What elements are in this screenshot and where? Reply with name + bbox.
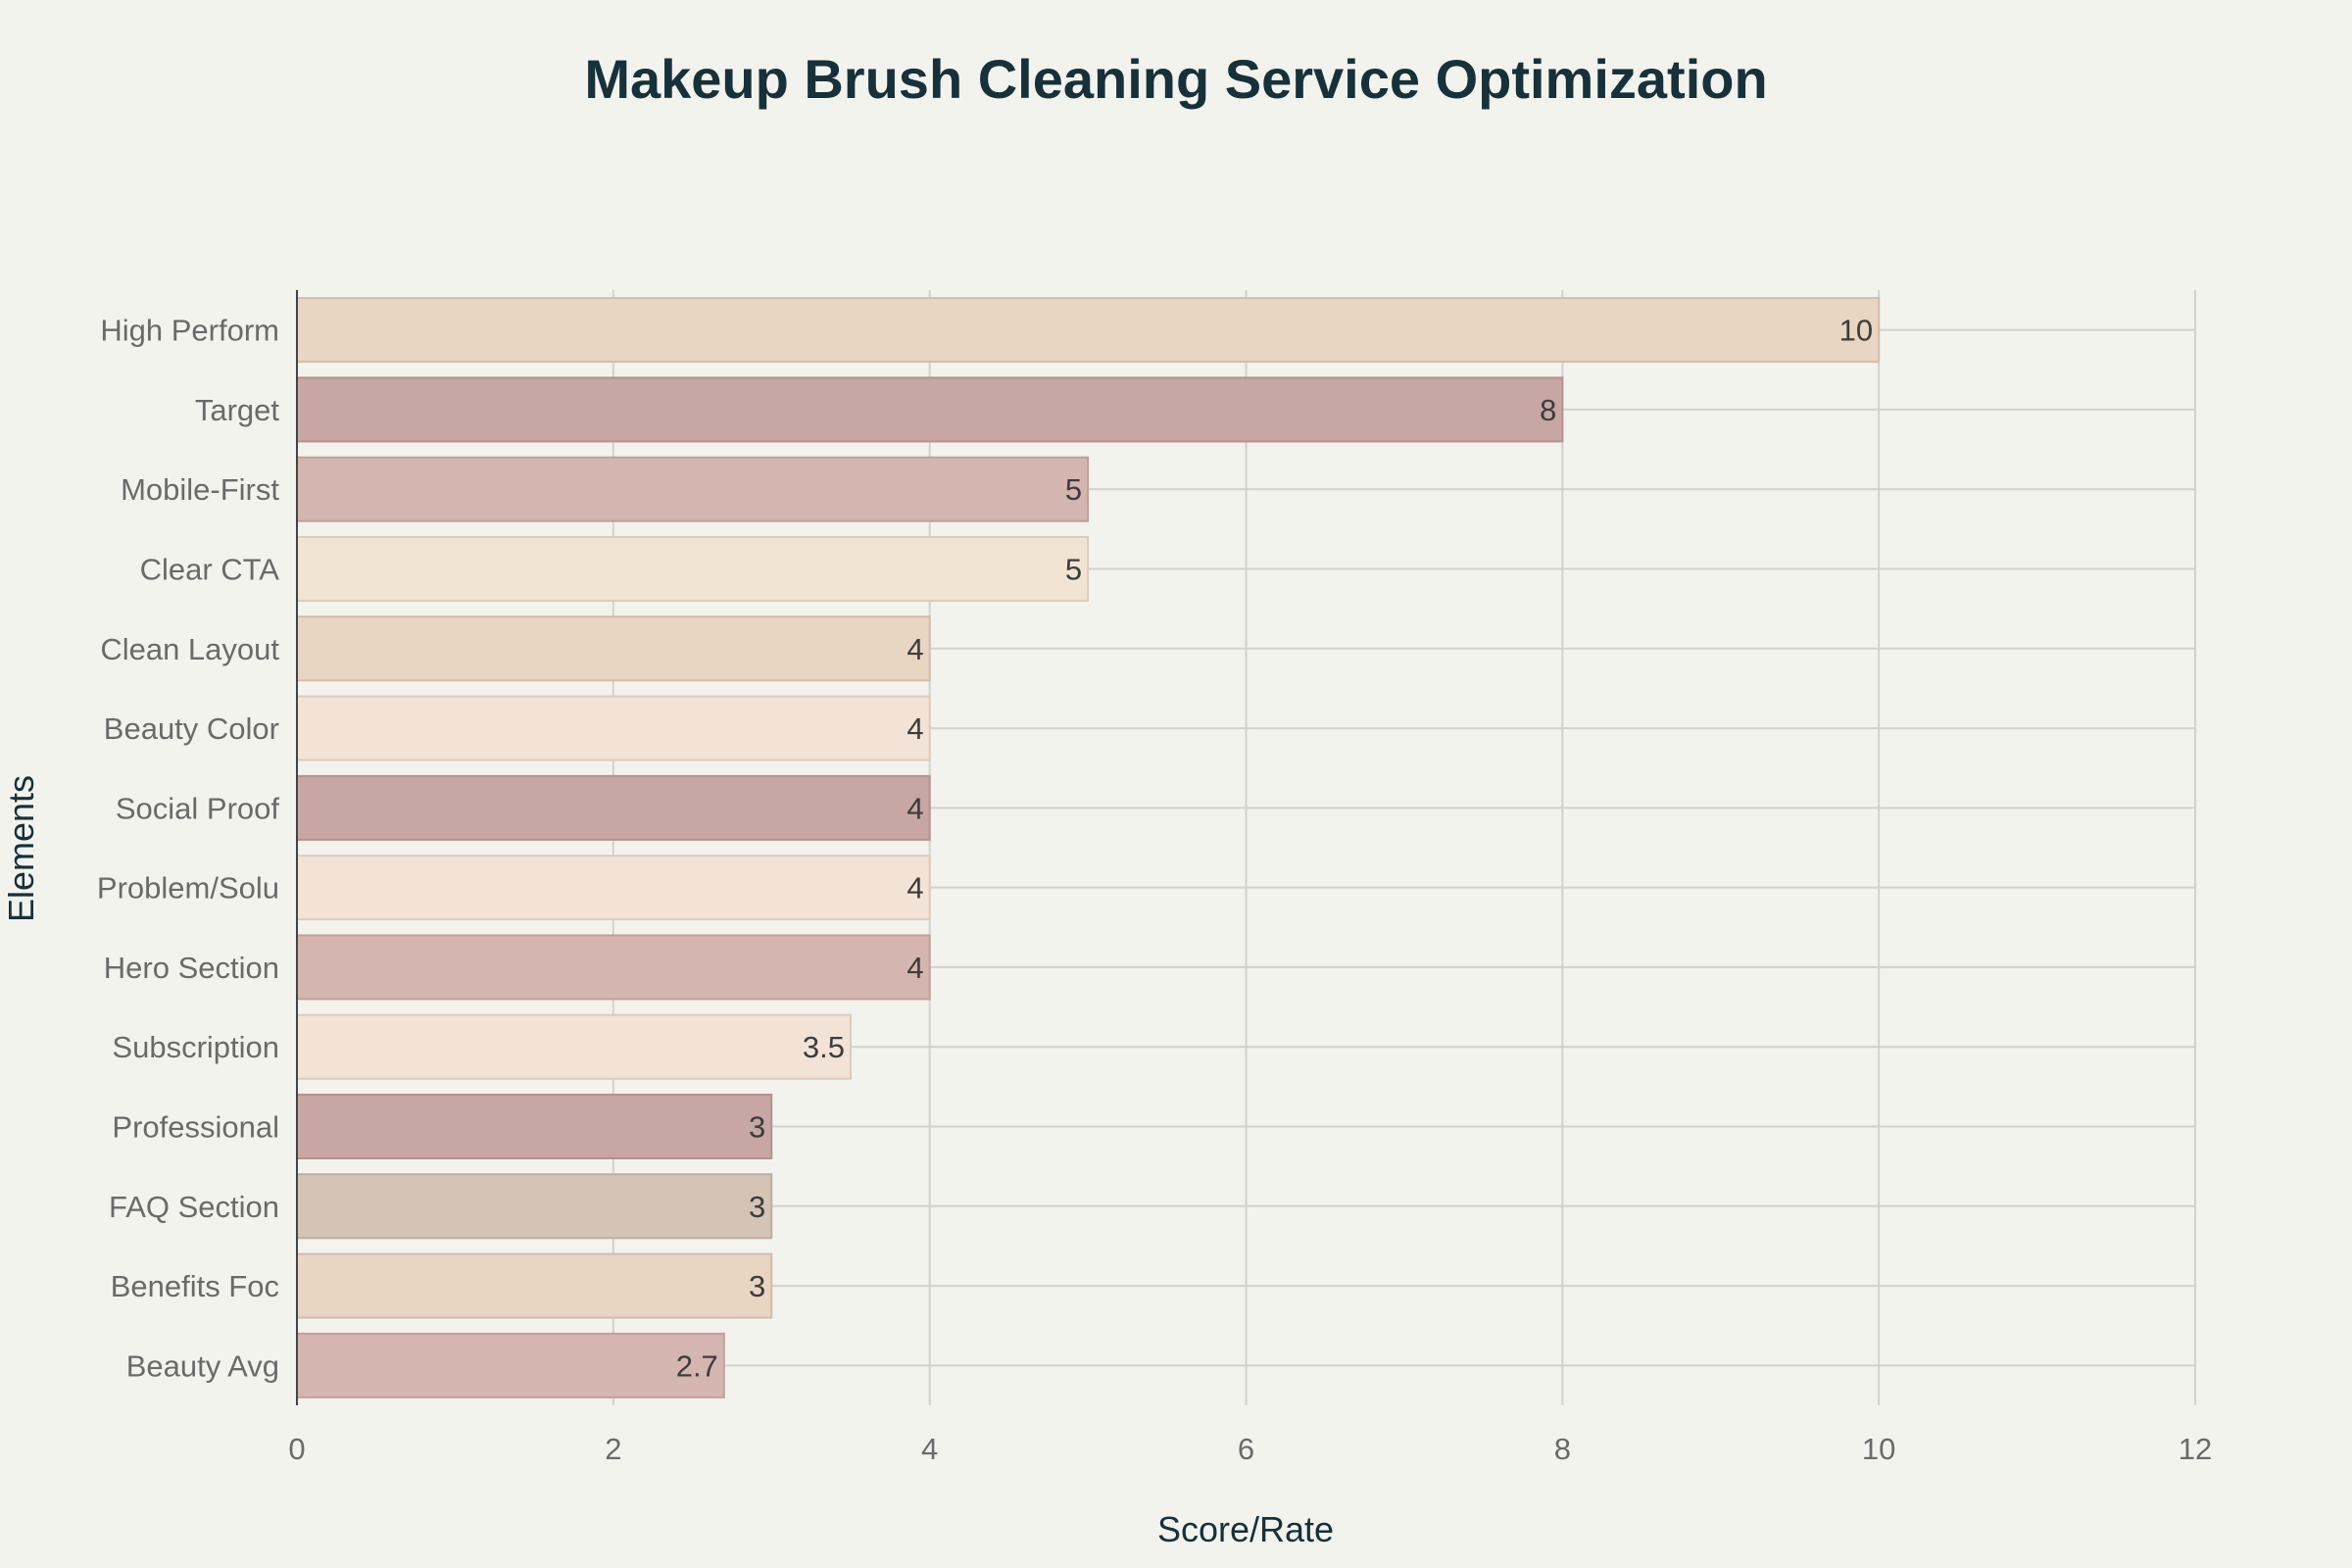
bar <box>296 934 931 1001</box>
y-tick-labels: High Perform Target Mobile-First Clear CTA C… <box>97 314 279 1384</box>
bar <box>296 1013 852 1080</box>
y-tick-label: Clean Layout <box>100 632 279 666</box>
data-label: 3.5 <box>803 1030 845 1064</box>
y-tick-label: Professional <box>112 1110 279 1145</box>
data-label: 3 <box>749 1110 765 1145</box>
chart-title: Makeup Brush Cleaning Service Optimizati… <box>584 48 1767 110</box>
x-tick-label: 0 <box>288 1432 305 1466</box>
y-tick-label: Benefits Foc <box>111 1269 279 1303</box>
bar <box>296 535 1090 603</box>
data-label: 2.7 <box>676 1348 718 1383</box>
x-tick-label: 10 <box>1862 1432 1895 1466</box>
bar <box>296 855 931 921</box>
y-axis-title: Elements <box>1 775 41 922</box>
bar <box>296 1252 773 1319</box>
y-tick-label: High Perform <box>100 314 279 348</box>
y-tick-label: Subscription <box>112 1030 279 1064</box>
y-tick-label: Hero Section <box>104 951 279 985</box>
bar <box>296 376 1564 443</box>
bar <box>296 456 1090 522</box>
y-tick-label: Social Proof <box>116 791 280 825</box>
bar <box>296 774 931 841</box>
x-tick-label: 2 <box>605 1432 621 1466</box>
data-label: 3 <box>749 1269 765 1303</box>
data-label: 8 <box>1540 393 1556 427</box>
data-label: 5 <box>1065 553 1082 587</box>
bar <box>296 1093 773 1160</box>
bar <box>296 297 1881 364</box>
data-label: 5 <box>1065 472 1082 507</box>
y-tick-label: Target <box>195 393 280 427</box>
bar <box>296 1332 725 1398</box>
data-label: 4 <box>906 951 923 985</box>
y-tick-label: Clear CTA <box>140 553 280 587</box>
y-tick-label: Mobile-First <box>121 472 279 507</box>
x-axis-title: Score/Rate <box>1157 1509 1334 1549</box>
y-tick-label: FAQ Section <box>109 1190 279 1224</box>
y-tick-label: Problem/Solu <box>97 871 279 906</box>
x-tick-label: 8 <box>1554 1432 1571 1466</box>
data-label: 3 <box>749 1190 765 1224</box>
bars: 10 8 5 5 4 4 4 4 4 3.5 3 3 3 2.7 <box>296 297 1881 1398</box>
bar <box>296 615 931 682</box>
x-tick-label: 6 <box>1238 1432 1254 1466</box>
data-label: 4 <box>906 871 923 906</box>
x-tick-labels: 0 2 4 6 8 10 12 <box>288 1432 2212 1466</box>
y-tick-label: Beauty Avg <box>126 1348 279 1383</box>
x-tick-label: 4 <box>921 1432 938 1466</box>
data-label: 4 <box>906 632 923 666</box>
x-tick-label: 12 <box>2179 1432 2212 1466</box>
y-tick-label: Beauty Color <box>104 711 279 746</box>
bar <box>296 1173 773 1240</box>
bar <box>296 695 931 761</box>
data-label: 10 <box>1839 314 1873 348</box>
data-label: 4 <box>906 711 923 746</box>
data-label: 4 <box>906 791 923 825</box>
